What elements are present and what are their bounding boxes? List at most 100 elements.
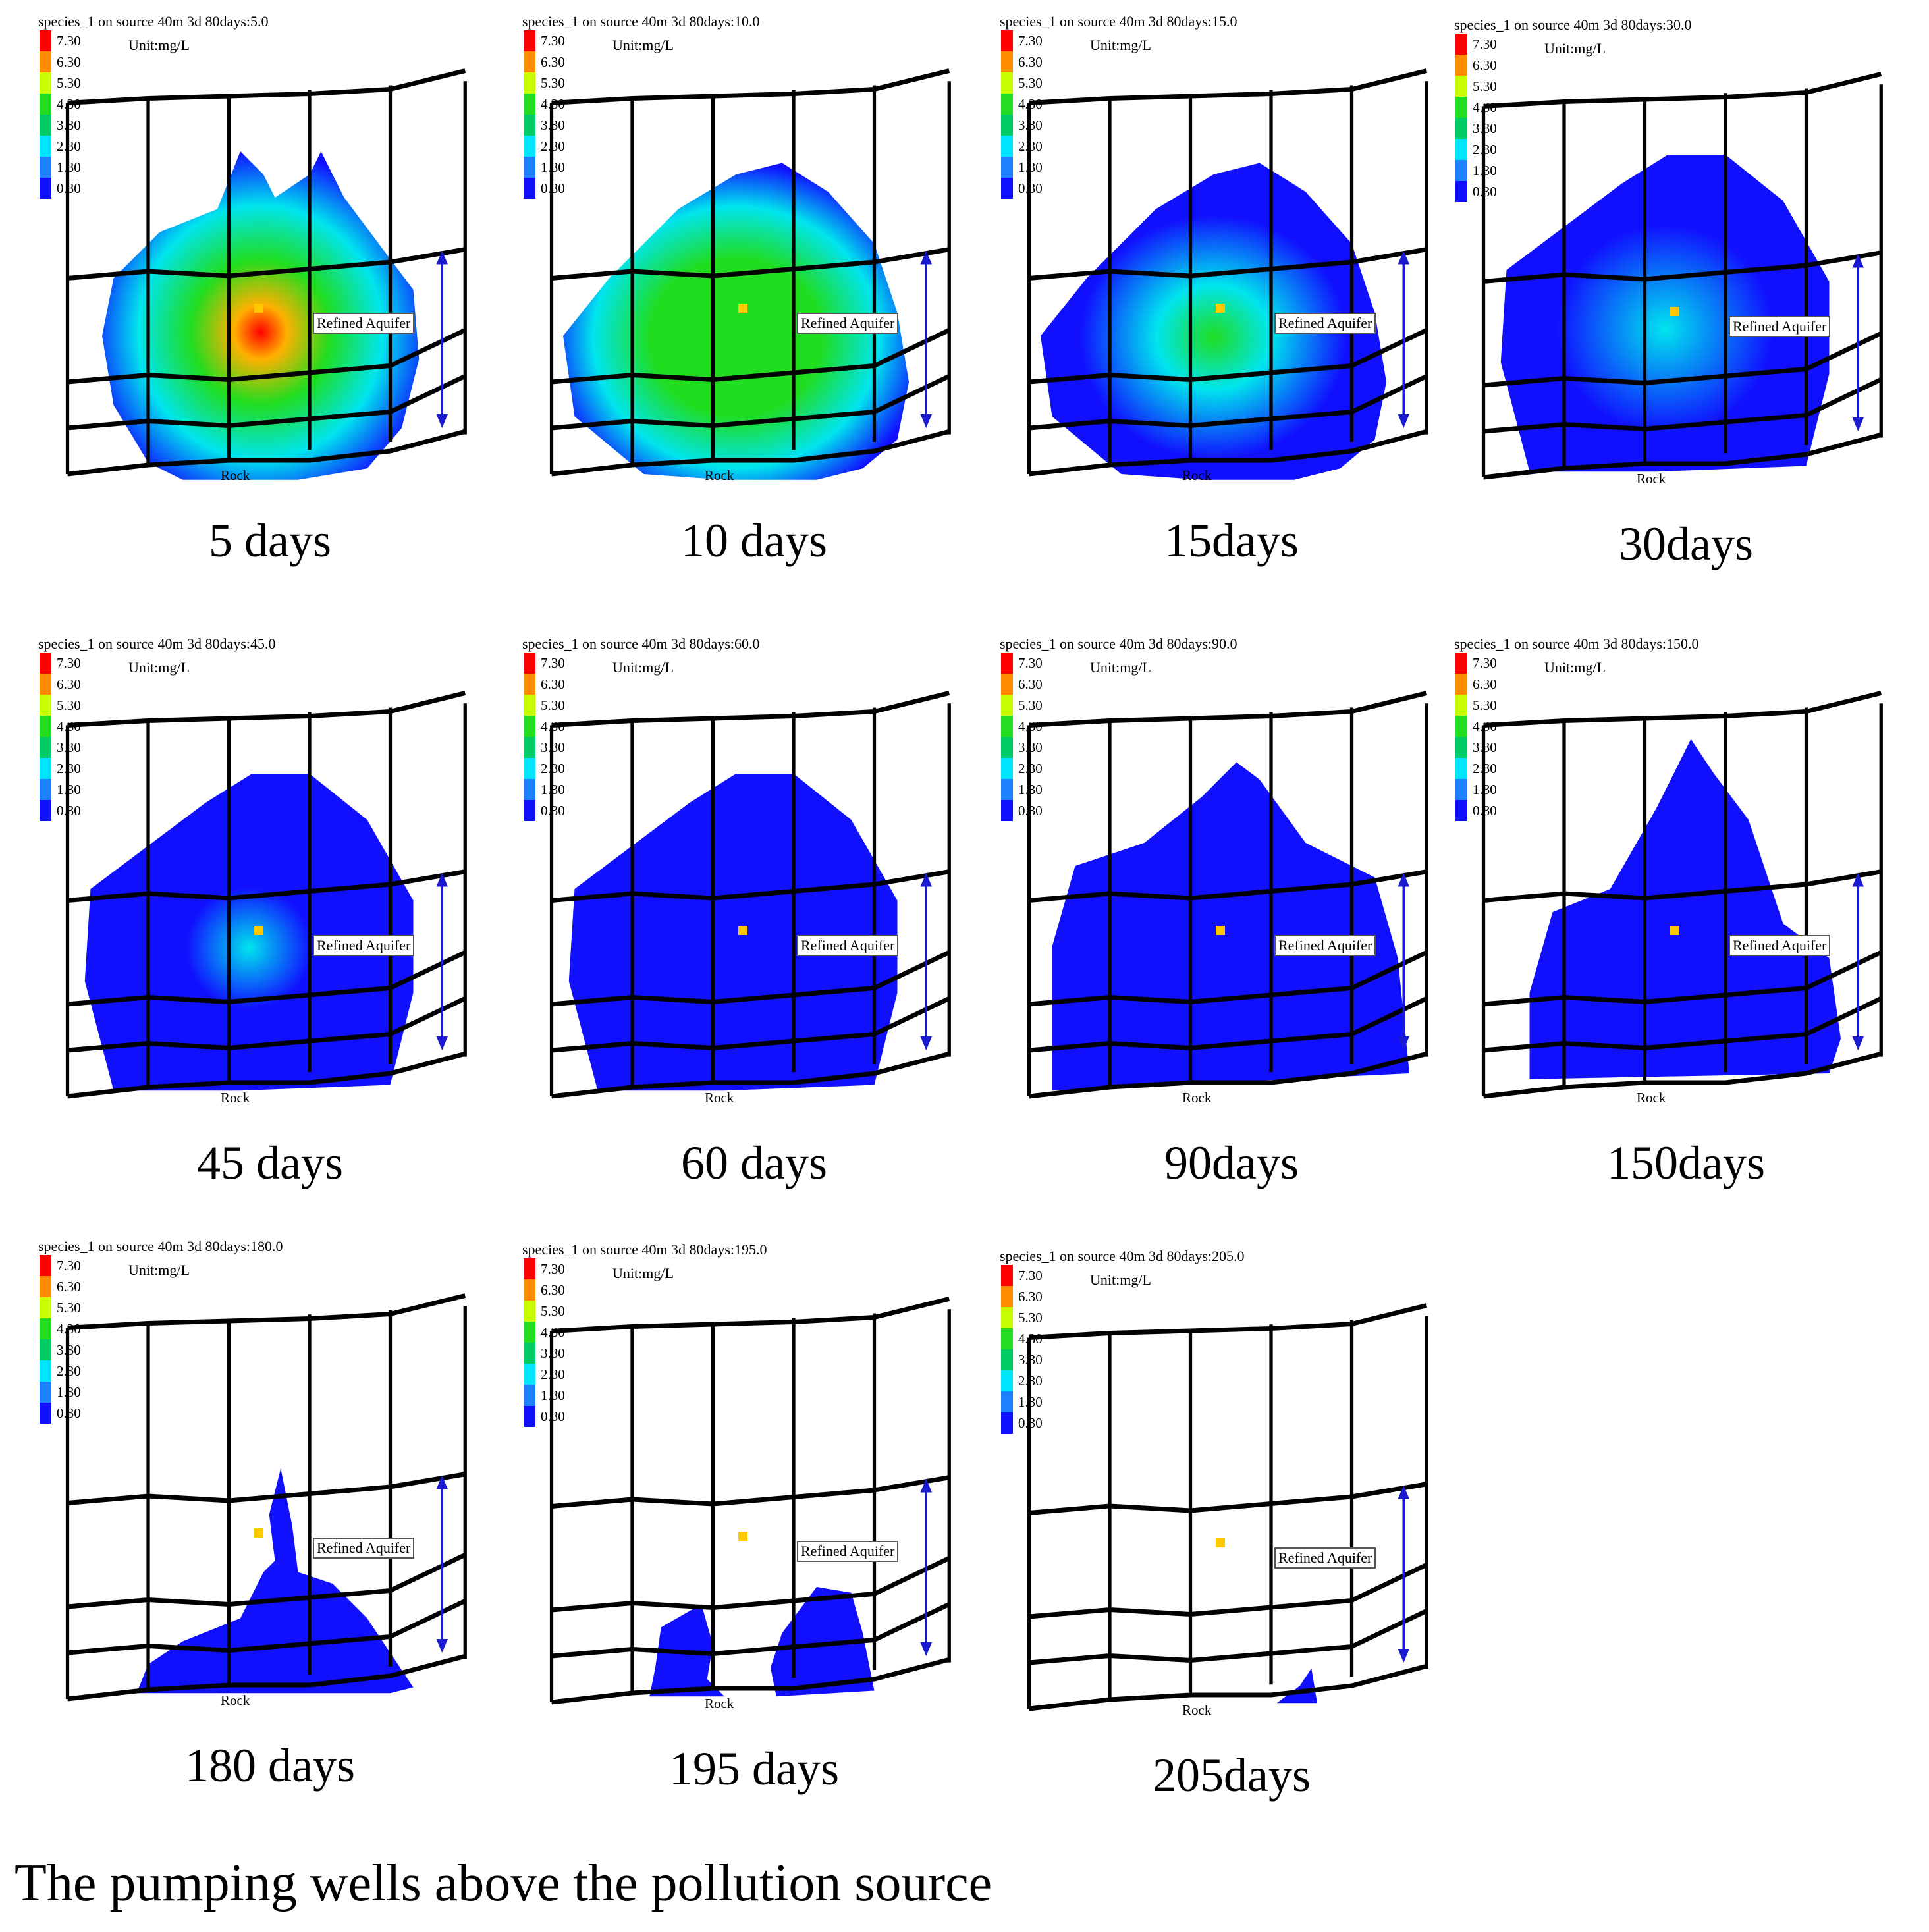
panel-plot — [65, 1293, 467, 1702]
plume-area — [1529, 739, 1841, 1079]
legend-swatch — [40, 653, 51, 674]
legend-level-label: 5.30 — [541, 75, 565, 91]
rock-label: Rock — [1637, 471, 1666, 487]
panel-plot — [1027, 1303, 1428, 1711]
bottom-boundary — [67, 1051, 466, 1099]
arrow-head-bottom — [436, 1639, 448, 1653]
legend-level-label: 0.30 — [1018, 803, 1043, 818]
legend-level-label: 3.30 — [57, 739, 81, 755]
legend-level-label: 6.30 — [1018, 1289, 1043, 1304]
legend-swatch — [524, 1258, 535, 1279]
rock-label: Rock — [1637, 1090, 1666, 1106]
arrow-head-top — [920, 872, 932, 887]
legend-level-label: 2.30 — [1018, 761, 1043, 776]
legend-level-label: 3.30 — [57, 1342, 81, 1358]
arrow-head-top — [436, 872, 448, 887]
legend-swatch — [524, 1301, 535, 1322]
layer-boundary — [1029, 247, 1427, 281]
legend-swatch — [1001, 72, 1013, 94]
layer-boundary — [1029, 950, 1428, 1007]
pollution-source-marker — [738, 1532, 747, 1541]
legend-swatch — [524, 157, 535, 178]
layer-boundary — [1483, 331, 1882, 388]
layer-boundary — [551, 869, 950, 903]
legend-swatch — [1001, 1370, 1013, 1391]
panel-title: species_1 on source 40m 3d 80days:180.0 — [38, 1238, 283, 1254]
legend-level-label: 4.30 — [1018, 1331, 1043, 1347]
legend-swatch — [1001, 779, 1013, 800]
legend-level-label: 7.30 — [57, 1258, 81, 1274]
legend-swatch — [1455, 160, 1467, 181]
legend-swatch — [1001, 30, 1013, 51]
legend-swatch — [1455, 737, 1467, 758]
panel-plot — [549, 691, 951, 1099]
layer-boundary — [551, 328, 950, 385]
layer-boundary — [67, 328, 466, 385]
arrow-head-bottom — [1398, 1649, 1409, 1663]
plume-group — [568, 774, 898, 1091]
legend-level-label: 0.30 — [1473, 184, 1497, 200]
legend-swatch — [524, 1322, 535, 1343]
layer-boundary — [1029, 374, 1428, 431]
legend-level-label: 1.30 — [57, 1384, 81, 1400]
bottom-boundary — [1029, 1663, 1428, 1711]
bottom-boundary — [551, 1051, 950, 1099]
layer-boundary — [67, 996, 466, 1053]
legend-swatch — [524, 1385, 535, 1406]
layer-boundary — [1483, 377, 1882, 434]
legend-swatch — [1001, 695, 1013, 716]
arrow-head-bottom — [1852, 1036, 1864, 1050]
legend-swatch — [40, 1297, 51, 1318]
legend-level-label: 2.30 — [1018, 138, 1043, 154]
aquifer-label: Refined Aquifer — [313, 1538, 415, 1559]
legend-swatch — [1455, 695, 1467, 716]
panel-205-days: species_1 on source 40m 3d 80days:205.0 … — [994, 1248, 1469, 1840]
plume-area — [1500, 155, 1830, 472]
layer-boundary — [551, 1556, 950, 1613]
panel-title: species_1 on source 40m 3d 80days:45.0 — [38, 635, 276, 652]
legend-swatch — [40, 1339, 51, 1360]
layer-boundary — [551, 247, 950, 281]
pollution-source-marker — [254, 304, 263, 313]
legend-level-label: 4.30 — [1473, 99, 1497, 115]
aquifer-label: Refined Aquifer — [797, 935, 899, 956]
legend-level-label: 0.30 — [57, 180, 81, 196]
legend-level-label: 4.30 — [1018, 718, 1043, 734]
legend-swatch — [40, 1403, 51, 1424]
legend-level-label: 4.30 — [57, 96, 81, 112]
legend-level-label: 1.30 — [1473, 163, 1497, 178]
top-boundary — [1483, 691, 1882, 728]
panel-caption: 205days — [1153, 1749, 1311, 1802]
layer-boundary — [67, 1599, 466, 1655]
plume-area — [84, 774, 414, 1091]
unit-label: Unit:mg/L — [128, 1262, 190, 1278]
legend-level-label: 6.30 — [541, 1282, 565, 1298]
panel-title: species_1 on source 40m 3d 80days:5.0 — [38, 13, 269, 30]
legend-level-label: 7.30 — [541, 33, 565, 49]
legend-swatch — [40, 178, 51, 199]
legend-swatch — [524, 674, 535, 695]
model-grid — [1481, 72, 1883, 480]
legend-level-label: 3.30 — [1018, 117, 1043, 133]
legend-level-label: 1.30 — [541, 1387, 565, 1403]
legend-swatch — [1455, 55, 1467, 76]
legend-swatch — [1001, 1391, 1013, 1412]
legend-swatch — [40, 1276, 51, 1297]
legend-swatch — [1001, 1286, 1013, 1307]
legend-swatch — [1001, 653, 1013, 674]
panel-title: species_1 on source 40m 3d 80days:150.0 — [1454, 635, 1699, 652]
aquifer-label: Refined Aquifer — [1274, 1547, 1376, 1569]
legend-level-label: 6.30 — [541, 676, 565, 692]
legend-level-label: 4.30 — [57, 1321, 81, 1337]
model-grid — [65, 68, 467, 477]
legend-level-label: 3.30 — [541, 1345, 565, 1361]
layer-boundary — [67, 247, 466, 281]
panel-plot — [65, 691, 467, 1099]
layer-boundary — [67, 374, 466, 431]
legend-swatch — [40, 1255, 51, 1276]
top-boundary — [67, 68, 466, 105]
legend-level-label: 2.30 — [541, 761, 565, 776]
panel-plot — [65, 68, 467, 480]
legend-level-label: 6.30 — [541, 54, 565, 70]
